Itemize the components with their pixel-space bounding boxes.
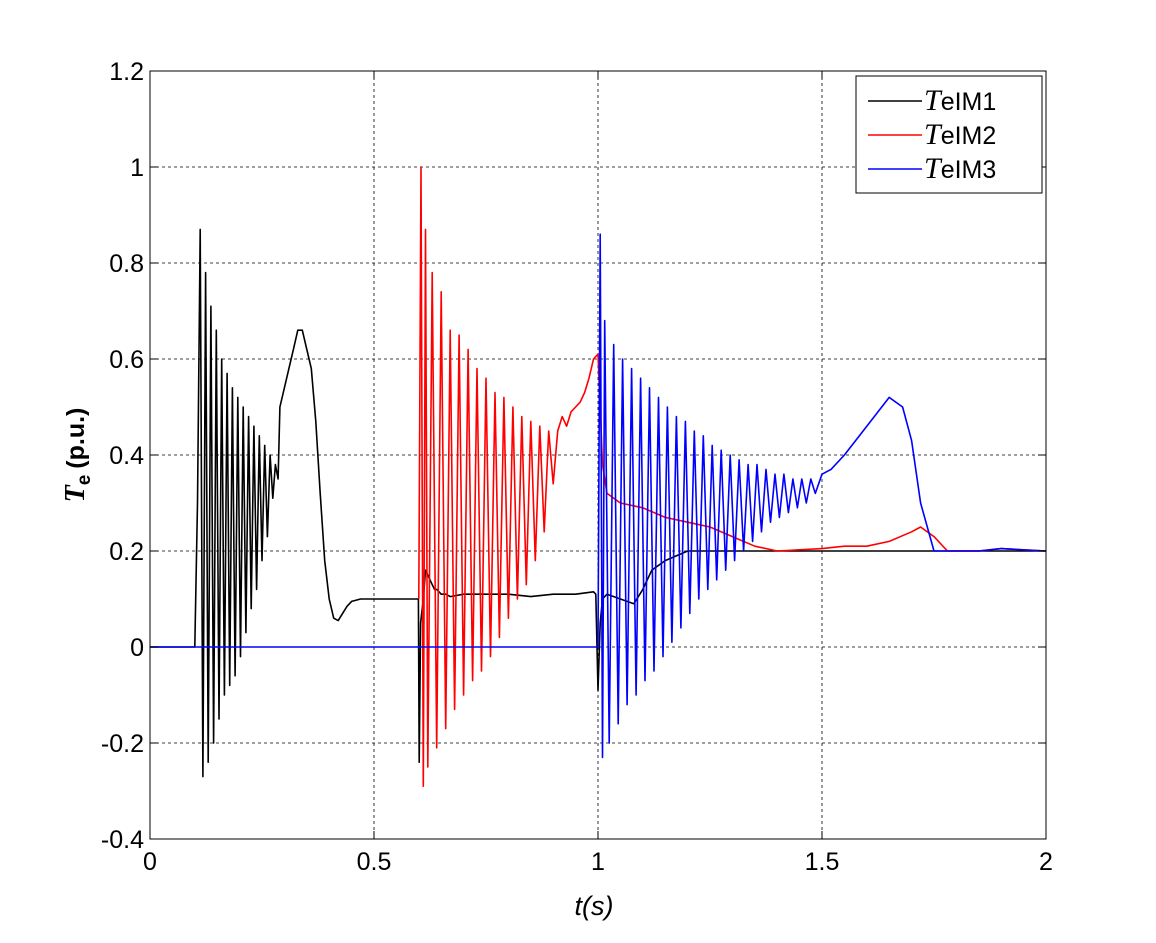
series-layer	[150, 166, 1047, 788]
y-tick-label: 0.2	[109, 538, 144, 566]
x-tick-label: 1.5	[805, 848, 840, 876]
legend-text: eIM1	[941, 88, 997, 116]
ticks: 0 0.5 1 1.5 2 -0.4 -0.2 0 0.2 0.4 0.6 0.8 1 1.2	[101, 58, 1053, 876]
legend-text: eIM2	[941, 122, 997, 150]
x-axis-label: t(s)	[575, 891, 614, 921]
y-tick-label: 0.6	[109, 346, 144, 374]
legend: TeIM1 TeIM2 TeIM3	[855, 75, 1043, 194]
x-tick-label: 0	[143, 848, 157, 876]
x-tick-label: 0.5	[357, 848, 392, 876]
y-axis-symbol: T	[60, 483, 91, 502]
legend-text: eIM3	[941, 156, 997, 184]
y-tick-label: 1.2	[109, 58, 144, 86]
y-tick-label: 0.4	[109, 442, 144, 470]
legend-label-teim3: TeIM3	[924, 152, 996, 185]
y-axis-subscript: e	[74, 475, 95, 486]
legend-label-teim2: TeIM2	[924, 118, 996, 151]
y-tick-label: -0.2	[101, 730, 144, 758]
legend-symbol: T	[924, 84, 943, 117]
y-axis-label: Te (p.u.)	[60, 408, 95, 503]
legend-symbol: T	[924, 118, 943, 151]
y-tick-label: 0.8	[109, 250, 144, 278]
series-line-teim2	[417, 166, 1047, 788]
series-line-teim3	[150, 233, 1047, 759]
legend-symbol: T	[924, 152, 943, 185]
y-tick-label: -0.4	[101, 826, 144, 854]
y-tick-label: 0	[130, 634, 144, 662]
y-tick-label: 1	[130, 154, 144, 182]
y-axis-unit: (p.u.)	[62, 408, 90, 469]
legend-label-teim1: TeIM1	[924, 84, 996, 117]
x-tick-label: 1	[591, 848, 605, 876]
x-tick-label: 2	[1039, 848, 1053, 876]
